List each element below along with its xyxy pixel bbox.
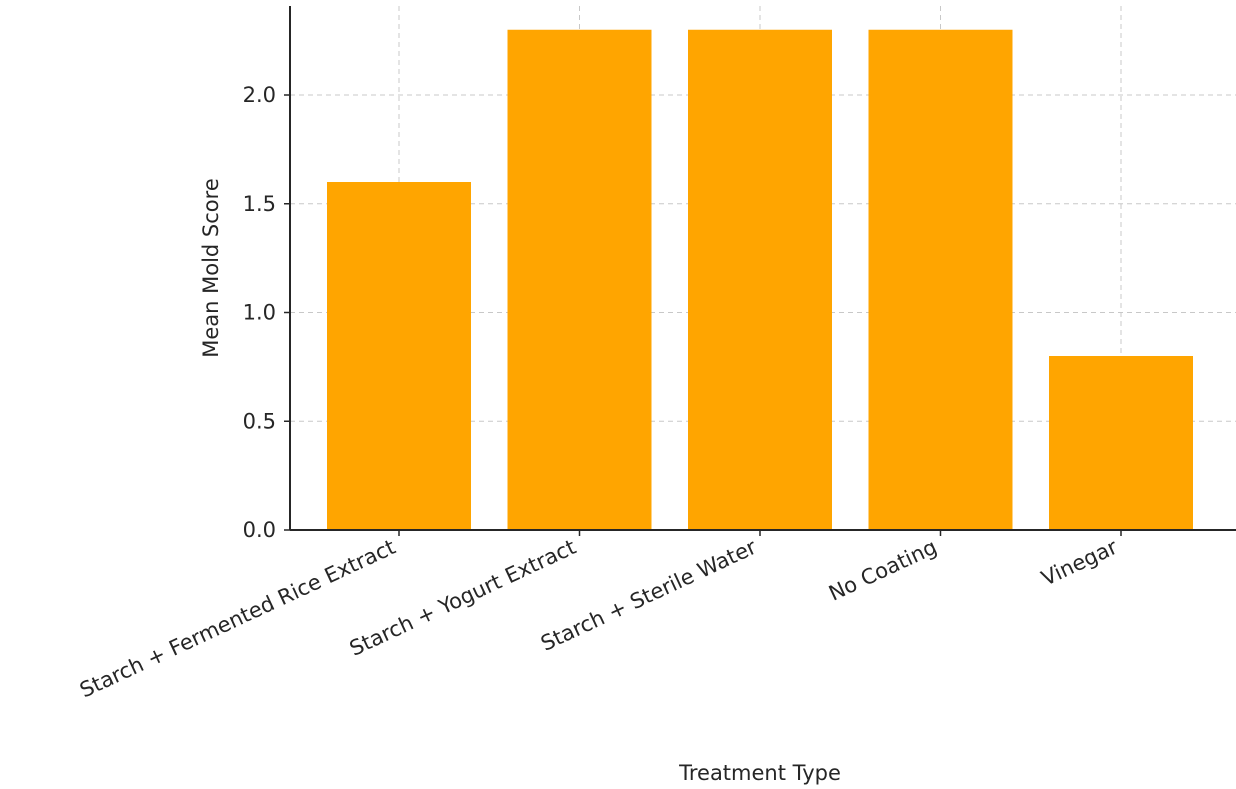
y-tick-label: 2.0	[243, 83, 276, 107]
y-tick-label: 0.5	[243, 409, 276, 433]
bar	[688, 29, 832, 530]
bar-layer	[327, 29, 1193, 530]
bar	[868, 29, 1013, 530]
y-tick-label: 1.5	[243, 192, 276, 216]
x-tick-label: Vinegar	[1038, 535, 1122, 591]
x-tick-label: No Coating	[825, 535, 941, 606]
bar	[327, 182, 471, 530]
axis-layer	[289, 6, 1236, 531]
x-tick-label: Starch + Fermented Rice Extract	[76, 535, 399, 703]
bar	[1049, 356, 1193, 530]
y-tick-labels: 0.0 0.5 1.0 1.5 2.0	[243, 83, 290, 542]
y-axis-title: Mean Mold Score	[199, 178, 223, 358]
y-tick-label: 0.0	[243, 518, 276, 542]
x-axis-title: Treatment Type	[678, 761, 841, 785]
bar	[507, 29, 652, 530]
y-tick-label: 1.0	[243, 301, 276, 325]
